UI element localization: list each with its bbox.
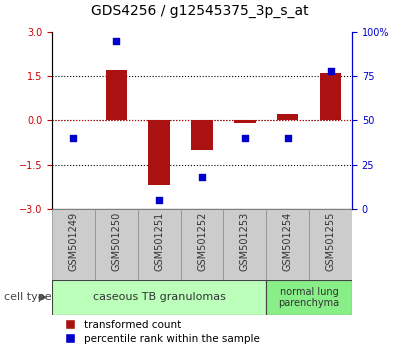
Bar bbox=[95, 209, 138, 280]
Text: normal lung
parenchyma: normal lung parenchyma bbox=[278, 286, 340, 308]
Text: GSM501249: GSM501249 bbox=[68, 212, 78, 271]
Bar bbox=[234, 120, 256, 123]
Point bbox=[242, 135, 248, 141]
Text: GSM501251: GSM501251 bbox=[154, 212, 164, 271]
Bar bbox=[309, 209, 352, 280]
Text: GSM501250: GSM501250 bbox=[111, 212, 121, 271]
Bar bbox=[277, 114, 298, 120]
Point bbox=[70, 135, 77, 141]
Bar bbox=[266, 280, 352, 315]
Bar bbox=[138, 209, 180, 280]
Text: cell type: cell type bbox=[4, 292, 52, 302]
Bar bbox=[191, 120, 213, 150]
Legend: transformed count, percentile rank within the sample: transformed count, percentile rank withi… bbox=[65, 320, 260, 344]
Bar bbox=[180, 209, 224, 280]
Bar bbox=[320, 73, 341, 120]
Text: GDS4256 / g12545375_3p_s_at: GDS4256 / g12545375_3p_s_at bbox=[91, 4, 309, 18]
Text: GSM501252: GSM501252 bbox=[197, 212, 207, 271]
Bar bbox=[266, 209, 309, 280]
Bar bbox=[52, 209, 95, 280]
Bar bbox=[148, 120, 170, 185]
Bar bbox=[106, 70, 127, 120]
Point bbox=[199, 174, 205, 180]
Point bbox=[327, 68, 334, 74]
Point bbox=[284, 135, 291, 141]
Bar bbox=[224, 209, 266, 280]
Text: GSM501255: GSM501255 bbox=[326, 212, 336, 271]
Bar bbox=[52, 280, 266, 315]
Text: GSM501254: GSM501254 bbox=[283, 212, 293, 271]
Point bbox=[113, 38, 120, 44]
Point bbox=[156, 197, 162, 203]
Text: caseous TB granulomas: caseous TB granulomas bbox=[93, 292, 226, 302]
Text: GSM501253: GSM501253 bbox=[240, 212, 250, 271]
